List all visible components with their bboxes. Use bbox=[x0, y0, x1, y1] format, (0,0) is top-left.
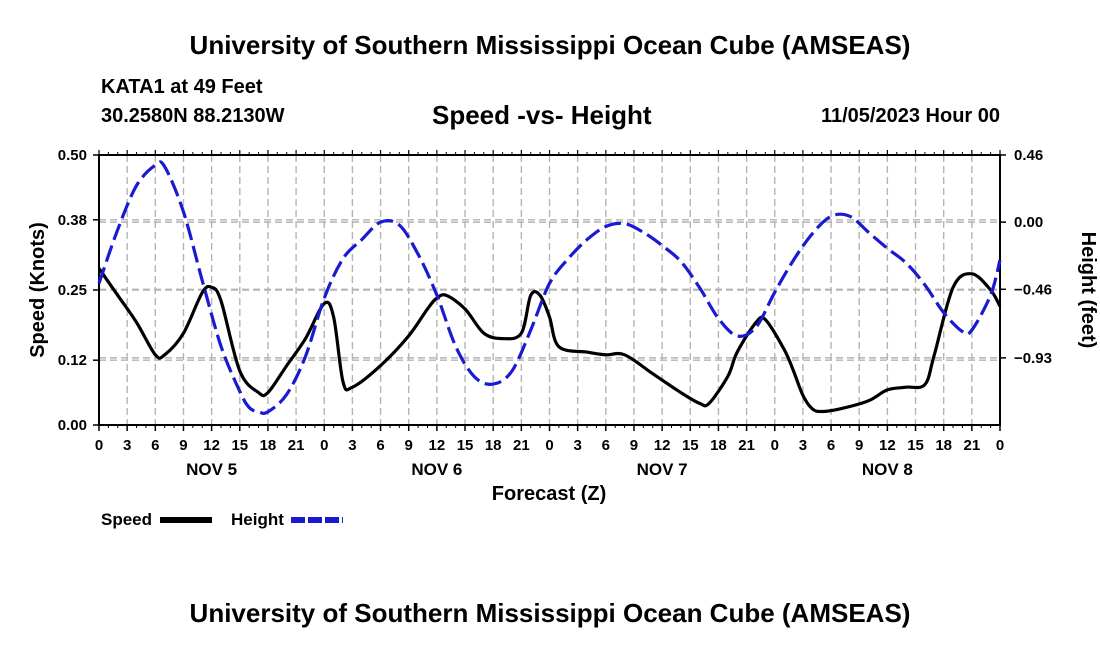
x-tick-label: 0 bbox=[320, 437, 328, 454]
speed-series-line bbox=[97, 267, 1002, 414]
y2-tick-label: 0.00 bbox=[1014, 214, 1043, 231]
x-tick-label: 6 bbox=[151, 437, 159, 454]
y-axis-title: Speed (Knots) bbox=[27, 222, 49, 358]
chart-title: Speed -vs- Height bbox=[432, 100, 652, 130]
footer-title: University of Southern Mississippi Ocean… bbox=[189, 598, 911, 628]
y-tick-label: 0.12 bbox=[58, 352, 87, 369]
legend-speed-label: Speed bbox=[101, 510, 152, 529]
day-label: NOV 8 bbox=[862, 460, 913, 479]
x-axis-title: Forecast (Z) bbox=[492, 483, 606, 505]
y-tick-label: 0.50 bbox=[58, 147, 87, 164]
y-tick-label: 0.25 bbox=[58, 282, 87, 299]
x-tick-label: 0 bbox=[771, 437, 779, 454]
x-tick-label: 6 bbox=[827, 437, 835, 454]
grid bbox=[99, 155, 1000, 425]
day-label: NOV 5 bbox=[186, 460, 237, 479]
x-tick-label: 15 bbox=[907, 437, 924, 454]
day-label: NOV 7 bbox=[637, 460, 688, 479]
forecast-date: 11/05/2023 Hour 00 bbox=[820, 105, 1000, 127]
x-tick-label: 15 bbox=[231, 437, 248, 454]
x-tick-label: 12 bbox=[654, 437, 671, 454]
x-tick-label: 18 bbox=[710, 437, 727, 454]
x-tick-label: 3 bbox=[799, 437, 807, 454]
legend-height-label: Height bbox=[231, 510, 284, 529]
x-tick-label: 6 bbox=[376, 437, 384, 454]
y-tick-label: 0.38 bbox=[58, 212, 87, 229]
day-label: NOV 6 bbox=[411, 460, 462, 479]
y2-tick-label: −0.46 bbox=[1014, 281, 1052, 298]
x-tick-label: 15 bbox=[457, 437, 474, 454]
x-tick-label: 9 bbox=[405, 437, 413, 454]
x-tick-label: 0 bbox=[996, 437, 1004, 454]
axis-labels: 0 3 6 9 12 15 18 21 0 3 6 9 12 15 18 21 0 3 6 9 12 15 18 21 0 3 6 9… bbox=[58, 147, 1052, 479]
x-tick-label: 6 bbox=[602, 437, 610, 454]
y2-tick-label: −0.93 bbox=[1014, 350, 1052, 367]
legend: Speed Height bbox=[101, 510, 343, 529]
x-tick-label: 9 bbox=[630, 437, 638, 454]
x-tick-label: 12 bbox=[879, 437, 896, 454]
x-tick-label: 9 bbox=[855, 437, 863, 454]
station-coordinates: 30.2580N 88.2130W bbox=[101, 105, 285, 127]
x-tick-label: 21 bbox=[513, 437, 530, 454]
y2-tick-label: 0.46 bbox=[1014, 147, 1043, 164]
x-tick-label: 18 bbox=[485, 437, 502, 454]
x-tick-label: 15 bbox=[682, 437, 699, 454]
height-series-line bbox=[97, 160, 1002, 415]
x-tick-label: 3 bbox=[348, 437, 356, 454]
x-tick-label: 12 bbox=[203, 437, 220, 454]
x-tick-label: 21 bbox=[964, 437, 981, 454]
y2-axis-title: Height (feet) bbox=[1077, 232, 1099, 349]
x-tick-label: 21 bbox=[288, 437, 305, 454]
axis-ticks bbox=[93, 150, 1006, 431]
series bbox=[97, 160, 1002, 415]
x-tick-label: 3 bbox=[123, 437, 131, 454]
x-tick-label: 3 bbox=[573, 437, 581, 454]
x-tick-label: 0 bbox=[95, 437, 103, 454]
y-tick-label: 0.00 bbox=[58, 417, 87, 434]
x-tick-label: 12 bbox=[429, 437, 446, 454]
x-tick-label: 9 bbox=[179, 437, 187, 454]
x-tick-label: 18 bbox=[935, 437, 952, 454]
x-tick-label: 21 bbox=[738, 437, 755, 454]
x-tick-label: 18 bbox=[260, 437, 277, 454]
page-title: University of Southern Mississippi Ocean… bbox=[189, 30, 911, 60]
station-label: KATA1 at 49 Feet bbox=[101, 76, 263, 98]
x-tick-label: 0 bbox=[545, 437, 553, 454]
